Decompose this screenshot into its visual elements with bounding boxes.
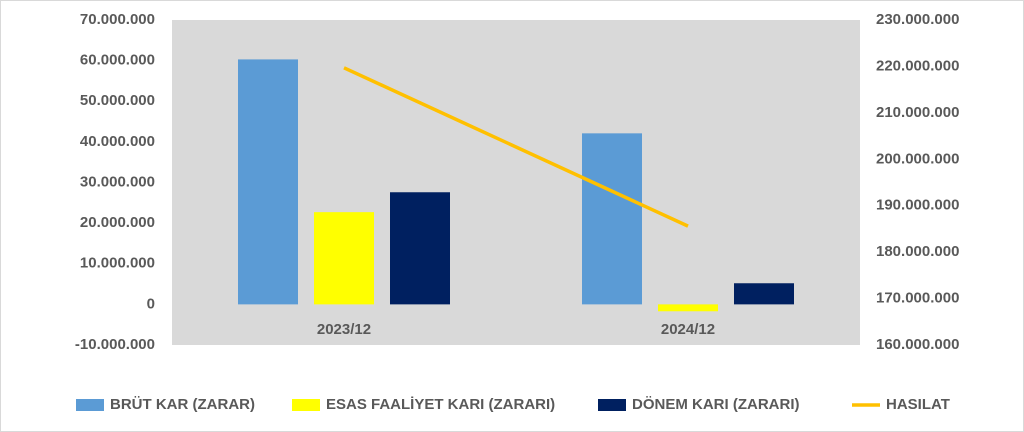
y2-tick-label: 220.000.000 xyxy=(876,57,959,74)
y2-tick-label: 180.000.000 xyxy=(876,243,959,260)
y-tick-label: 40.000.000 xyxy=(80,133,155,150)
x-tick-label: 2024/12 xyxy=(661,321,715,338)
y-tick-label: 30.000.000 xyxy=(80,173,155,190)
legend-label: HASILAT xyxy=(886,396,950,413)
bar xyxy=(734,283,794,305)
legend-label: DÖNEM KARI (ZARARI) xyxy=(632,396,799,413)
legend-label: BRÜT KAR (ZARAR) xyxy=(110,396,255,413)
y-tick-label: 60.000.000 xyxy=(80,52,155,69)
y-tick-label: 70.000.000 xyxy=(80,11,155,28)
y2-tick-label: 210.000.000 xyxy=(876,104,959,121)
bar xyxy=(390,192,450,305)
y2-tick-label: 190.000.000 xyxy=(876,197,959,214)
x-tick-label: 2023/12 xyxy=(317,321,371,338)
y-tick-label: 0 xyxy=(147,295,155,312)
bar xyxy=(238,59,298,305)
y2-tick-label: 230.000.000 xyxy=(876,11,959,28)
legend-label: ESAS FAALİYET KARI (ZARARI) xyxy=(326,396,555,413)
legend-swatch xyxy=(76,399,104,411)
legend-swatch xyxy=(292,399,320,411)
line xyxy=(343,66,689,228)
legend-swatch xyxy=(598,399,626,411)
y2-tick-label: 200.000.000 xyxy=(876,150,959,167)
bar xyxy=(314,212,374,305)
y2-tick-label: 170.000.000 xyxy=(876,290,959,307)
y-tick-label: -10.000.000 xyxy=(75,336,155,353)
y2-tick-label: 160.000.000 xyxy=(876,336,959,353)
bar xyxy=(582,133,642,305)
bar xyxy=(658,304,718,312)
y-tick-label: 10.000.000 xyxy=(80,255,155,272)
y-tick-label: 20.000.000 xyxy=(80,214,155,231)
y-tick-label: 50.000.000 xyxy=(80,92,155,109)
